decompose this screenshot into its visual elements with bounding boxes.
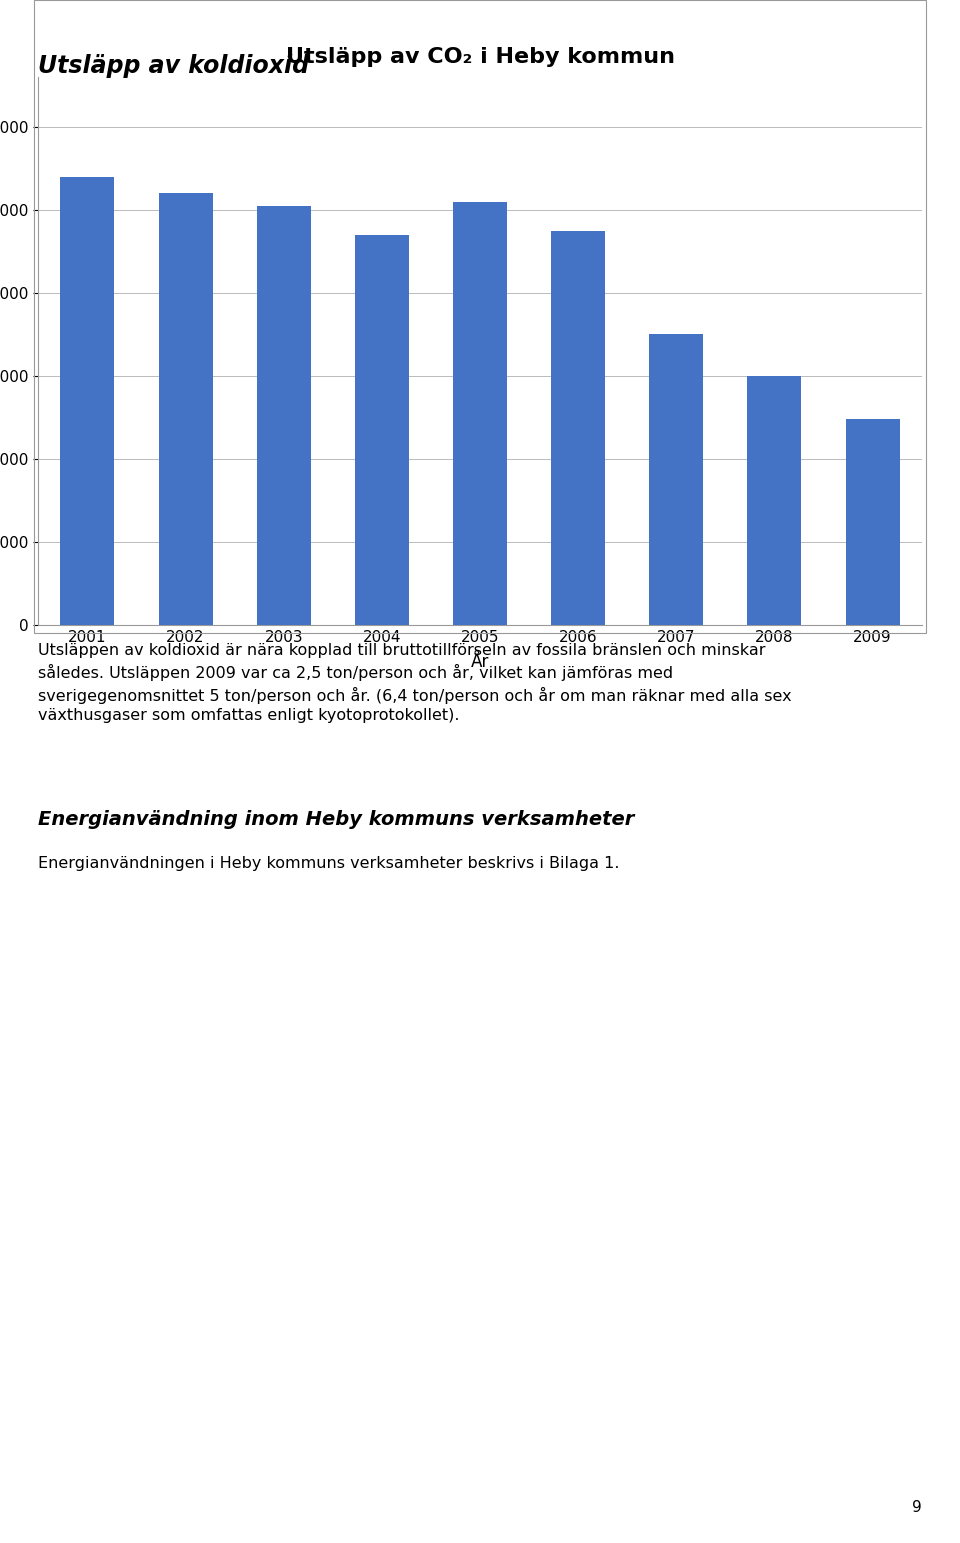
Bar — [60, 177, 114, 625]
Bar — [453, 202, 507, 625]
Text: Utsläpp av koldioxid: Utsläpp av koldioxid — [38, 54, 309, 79]
Title: Utsläpp av CO₂ i Heby kommun: Utsläpp av CO₂ i Heby kommun — [285, 48, 675, 68]
Text: Utsläppen av koldioxid är nära kopplad till bruttotillförseln av fossila bränsle: Utsläppen av koldioxid är nära kopplad t… — [38, 643, 792, 724]
Bar — [551, 231, 605, 625]
Text: Energianvändning inom Heby kommuns verksamheter: Energianvändning inom Heby kommuns verks… — [38, 810, 635, 829]
Bar — [355, 235, 409, 625]
Text: 9: 9 — [912, 1500, 922, 1515]
Bar — [748, 376, 802, 625]
Bar — [158, 193, 212, 625]
X-axis label: År: År — [470, 653, 490, 671]
Bar — [649, 335, 704, 625]
Bar — [846, 420, 900, 625]
Text: Energianvändningen i Heby kommuns verksamheter beskrivs i Bilaga 1.: Energianvändningen i Heby kommuns verksa… — [38, 856, 620, 872]
Bar — [256, 205, 311, 625]
